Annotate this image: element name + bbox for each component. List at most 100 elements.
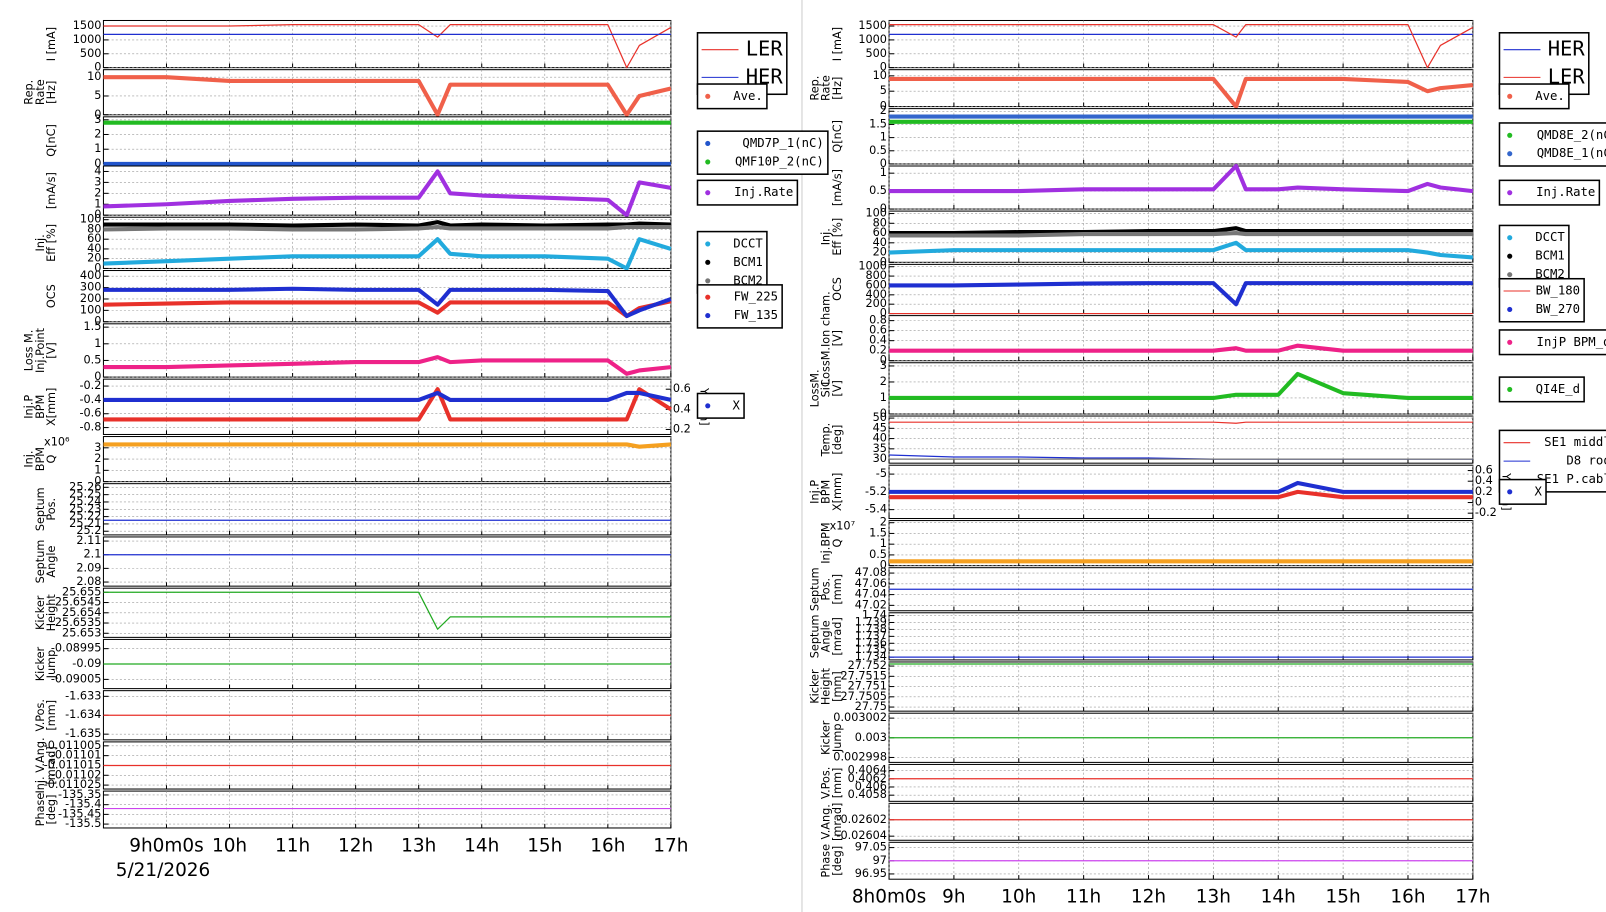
- y-tick-label: 2: [94, 186, 101, 199]
- y-axis-label: [mm]: [831, 768, 844, 799]
- panel-frame: [888, 263, 1474, 315]
- legend: QMD8E_2(nC) QMD8E_1(nC): [1498, 122, 1606, 167]
- y-tick-label: 2.1: [83, 548, 101, 561]
- y-tick-label: 97.05: [855, 841, 887, 854]
- y-tick-label: 1.5: [83, 320, 101, 333]
- y-tick-label: 1.734: [855, 650, 887, 663]
- y-tick-label: 0: [94, 261, 101, 274]
- legend-label: QMD7P_1(nC): [742, 136, 823, 150]
- x-tick-label: 15h: [1326, 887, 1361, 908]
- y-tick-label: 25.25: [69, 488, 101, 501]
- y-axis-label: Inj.BPM: [820, 522, 833, 563]
- y-tick-label: 1: [880, 537, 887, 550]
- panel-frame: [888, 19, 1474, 69]
- y-tick-label: -1.635: [65, 727, 101, 740]
- legend-marker: [705, 93, 711, 99]
- legend-label: BCM1: [733, 255, 763, 269]
- x-tick-label: 13h: [401, 835, 436, 856]
- legend-marker: [705, 259, 711, 265]
- y-tick-label: 0: [880, 559, 887, 572]
- y-tick-label: -0.02604: [836, 829, 887, 842]
- y-axis-label: Rep.: [808, 76, 821, 101]
- y-tick-label: 800: [866, 269, 887, 282]
- line-series: [103, 591, 671, 630]
- y-axis-label: Pos.: [820, 578, 833, 601]
- y-axis-label: [deg]: [831, 425, 844, 455]
- legend-label: BW_270: [1536, 302, 1580, 316]
- y2-tick-label: 0.2: [673, 422, 691, 435]
- y-tick-label: -0.02602: [836, 813, 887, 826]
- y-tick-label: 2: [94, 452, 101, 465]
- y-axis-label: Inj.Point: [34, 327, 47, 373]
- legend-box: [1498, 277, 1585, 323]
- scatter-series: [889, 281, 1473, 307]
- x-tick-label: 14h: [464, 835, 499, 856]
- y-axis-label: Kicker: [808, 669, 821, 704]
- y-tick-label: 25.24: [69, 495, 101, 508]
- y-axis-label: I [mA]: [45, 27, 58, 61]
- y-tick-label: -0.01101: [51, 749, 102, 762]
- y-axis-label: Inj.: [34, 234, 47, 251]
- legend-box: [1498, 122, 1606, 167]
- y-tick-label: 40: [87, 242, 101, 255]
- y-tick-label: 3: [94, 113, 101, 126]
- y-axis-label: [V]: [45, 342, 58, 358]
- scatter-series: [103, 299, 672, 319]
- scatter-series: [103, 237, 672, 271]
- legend-marker: [705, 241, 711, 247]
- y-tick-label: 1.736: [855, 636, 887, 649]
- y-tick-label: -135.45: [58, 807, 101, 820]
- y-axis-label: [Hz]: [831, 77, 844, 100]
- y-tick-label: 0.4: [869, 334, 887, 347]
- legend-marker: [1507, 306, 1513, 313]
- y2-tick-label: 0.6: [1475, 464, 1493, 477]
- y-tick-label: 100: [866, 207, 887, 220]
- y-axis-label: [mm]: [45, 700, 58, 731]
- legend-box: [1498, 376, 1585, 403]
- legend-marker: [1507, 151, 1513, 157]
- legend-label: BCM1: [1535, 249, 1565, 263]
- y-tick-label: 200: [866, 297, 887, 310]
- y-axis-label: [mA/s]: [45, 172, 58, 209]
- y-axis-label: Height: [820, 667, 833, 705]
- y-tick-label: 0.6: [869, 324, 887, 337]
- y-tick-label: 2.08: [76, 575, 101, 588]
- y-tick-label: 1500: [858, 19, 887, 32]
- y-tick-label: 80: [87, 222, 101, 235]
- y-tick-label: 25.6545: [55, 596, 102, 609]
- x-tick-label: 12h: [338, 835, 373, 856]
- legend-label: Ave.: [1535, 89, 1565, 103]
- line-series: [103, 24, 672, 69]
- y-tick-label: -1.633: [65, 689, 101, 702]
- y-axis-label: Rep.: [23, 80, 36, 105]
- x-tick-label: 9h: [942, 887, 965, 908]
- y-tick-label: 500: [80, 47, 101, 60]
- y-tick-label: 0.8: [869, 314, 887, 327]
- legend-label: X: [1535, 484, 1543, 498]
- y-tick-label: 1.5: [869, 117, 887, 130]
- legend-label: FW_225: [734, 290, 778, 304]
- y-tick-label: 1: [94, 142, 101, 155]
- y-tick-label: 80: [873, 216, 887, 229]
- y-axis-label: Height: [45, 594, 58, 632]
- legend-marker: [705, 159, 711, 165]
- panel-frame: [888, 315, 1474, 362]
- legend: Inj.Rate: [1498, 179, 1601, 206]
- panel-frame: [102, 790, 672, 829]
- y-axis-label: Rate: [34, 79, 47, 105]
- y-tick-label: 1: [94, 463, 101, 476]
- y-tick-label: 45: [873, 421, 887, 434]
- legend-label: FW_135: [734, 308, 778, 322]
- legend-marker: [705, 140, 711, 147]
- y-tick-label: 0.2: [869, 344, 887, 357]
- legend: X: [1498, 478, 1547, 505]
- y-tick-label: -0.8: [79, 421, 101, 434]
- x-tick-label: 16h: [1390, 887, 1425, 908]
- y-tick-label: -0.4: [79, 393, 101, 406]
- y-axis-label: Angle: [45, 545, 58, 577]
- legend-marker: [1507, 386, 1513, 392]
- line-series: [889, 421, 1473, 424]
- scatter-series: [103, 442, 672, 449]
- y-tick-label: 2: [94, 127, 101, 140]
- legend-box: [696, 284, 783, 329]
